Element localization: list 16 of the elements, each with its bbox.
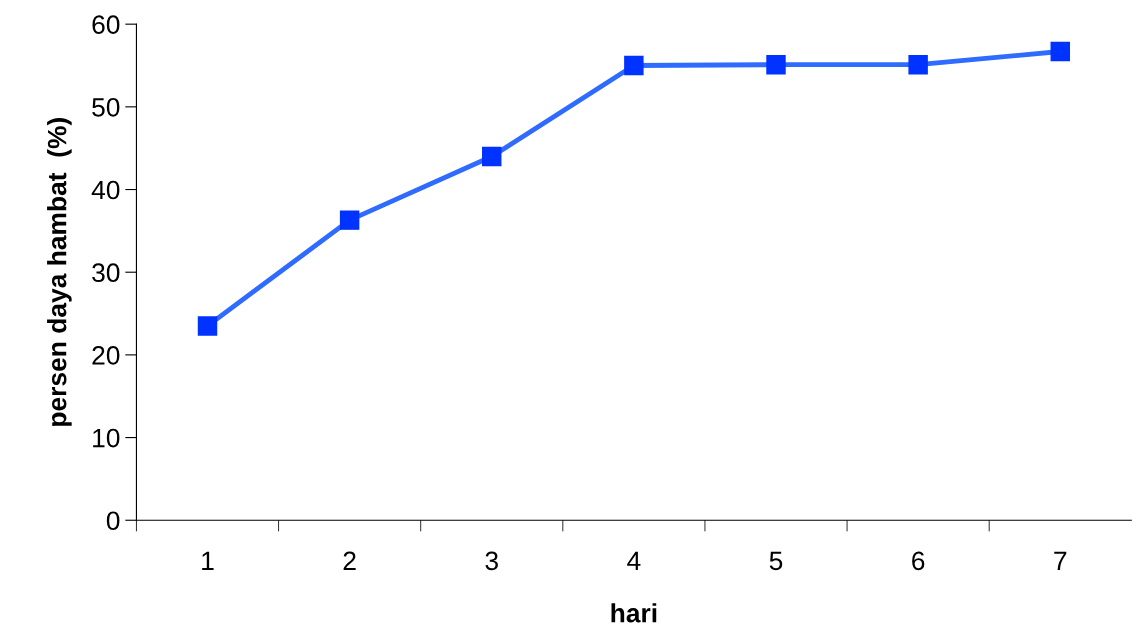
y-tick-label: 50 bbox=[92, 97, 120, 117]
x-tick-label: 6 bbox=[912, 551, 925, 571]
x-tick-label: 3 bbox=[485, 551, 498, 571]
x-tick-label: 1 bbox=[202, 551, 214, 570]
x-tick-label: 5 bbox=[769, 551, 783, 571]
y-tick-label: 40 bbox=[91, 180, 120, 200]
x-tick-label: 2 bbox=[343, 551, 356, 570]
y-tick-label: 0 bbox=[106, 511, 120, 531]
x-tick-label: 4 bbox=[627, 551, 641, 570]
y-tick-label: 30 bbox=[92, 263, 120, 283]
x-axis-title: hari bbox=[611, 603, 657, 623]
y-tick-label: 60 bbox=[92, 15, 120, 34]
y-tick-label: 20 bbox=[92, 346, 120, 365]
y-axis-title: persen daya hambat (%) bbox=[47, 118, 72, 426]
y-tick-label: 10 bbox=[93, 428, 120, 448]
x-tick-label: 7 bbox=[1054, 551, 1067, 570]
